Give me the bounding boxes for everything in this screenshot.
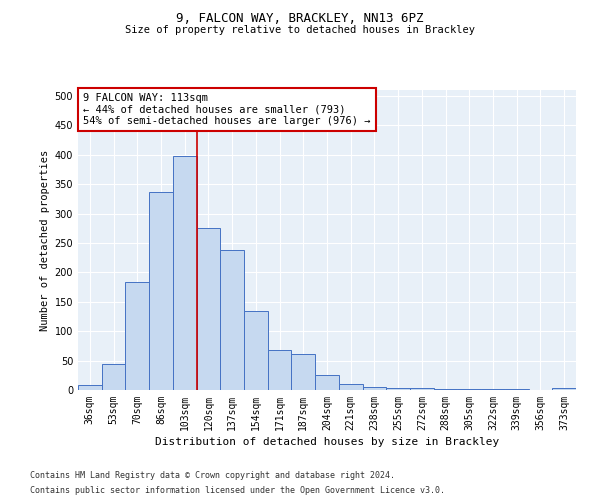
Bar [220, 250, 244, 390]
Text: Size of property relative to detached houses in Brackley: Size of property relative to detached ho… [125, 25, 475, 35]
Bar [78, 386, 102, 390]
Text: 9 FALCON WAY: 113sqm
← 44% of detached houses are smaller (793)
54% of semi-deta: 9 FALCON WAY: 113sqm ← 44% of detached h… [83, 93, 370, 126]
Bar [173, 156, 197, 390]
Bar [339, 384, 362, 390]
Bar [434, 389, 457, 390]
Bar [315, 376, 339, 390]
Bar [125, 282, 149, 390]
Bar [244, 310, 268, 390]
Bar [410, 388, 434, 390]
Text: 9, FALCON WAY, BRACKLEY, NN13 6PZ: 9, FALCON WAY, BRACKLEY, NN13 6PZ [176, 12, 424, 26]
Y-axis label: Number of detached properties: Number of detached properties [40, 150, 50, 330]
Bar [386, 388, 410, 390]
Text: Contains HM Land Registry data © Crown copyright and database right 2024.: Contains HM Land Registry data © Crown c… [30, 471, 395, 480]
Bar [149, 192, 173, 390]
Bar [457, 389, 481, 390]
Text: Contains public sector information licensed under the Open Government Licence v3: Contains public sector information licen… [30, 486, 445, 495]
X-axis label: Distribution of detached houses by size in Brackley: Distribution of detached houses by size … [155, 437, 499, 447]
Bar [362, 387, 386, 390]
Bar [268, 350, 292, 390]
Bar [102, 364, 125, 390]
Bar [292, 354, 315, 390]
Bar [197, 228, 220, 390]
Bar [552, 388, 576, 390]
